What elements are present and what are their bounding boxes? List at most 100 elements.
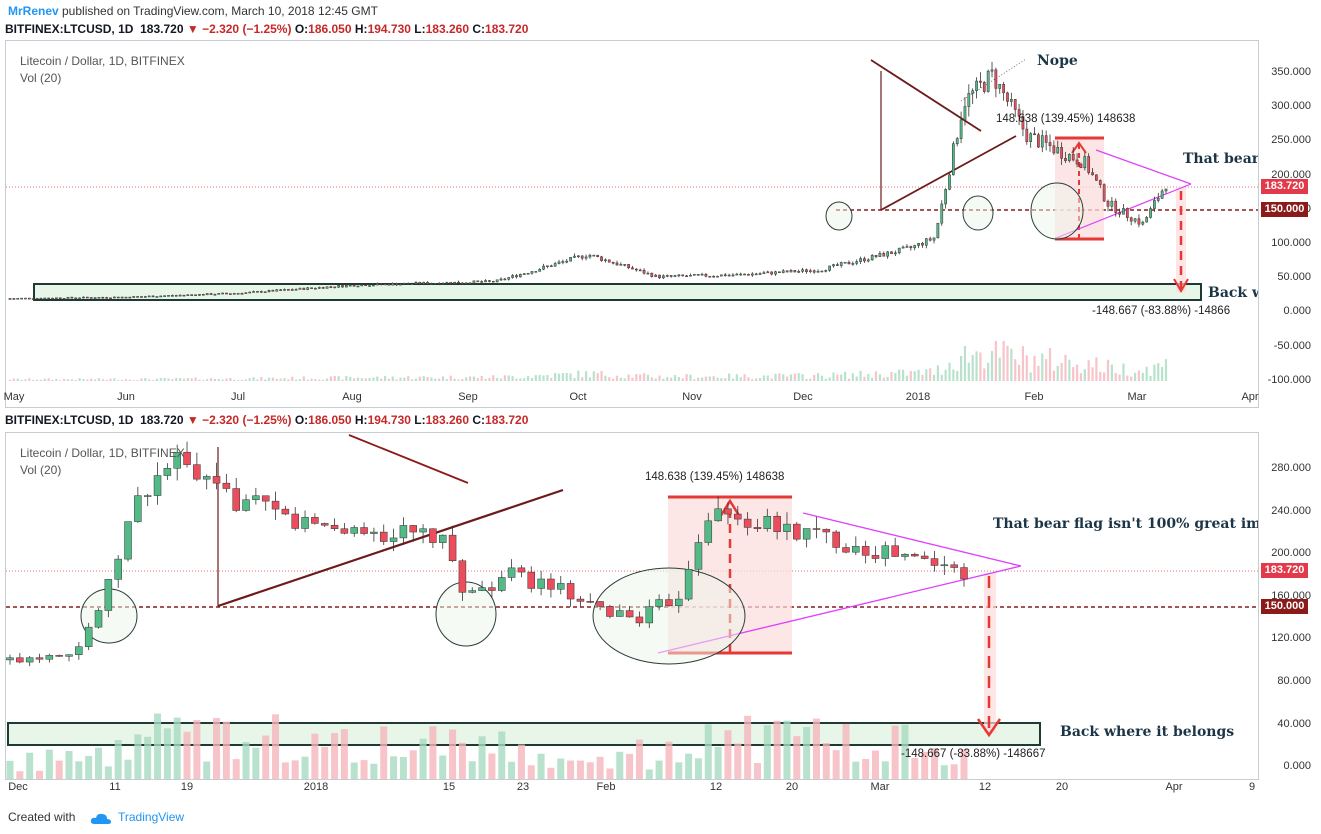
volume-bar	[1083, 369, 1086, 381]
chart-panel-top[interactable]: Litecoin / Dollar, 1D, BITFINEX Vol (20)…	[5, 40, 1259, 408]
candle	[724, 508, 732, 515]
volume-bar	[488, 377, 491, 381]
volume-bar	[387, 378, 390, 381]
candle	[283, 289, 286, 291]
candle	[871, 555, 880, 559]
volume-bar	[1072, 367, 1075, 381]
volume-bar	[655, 760, 663, 779]
chart-panel-bottom[interactable]: Litecoin / Dollar, 1D, BITFINEX Vol (20)…	[5, 432, 1259, 780]
volume-bar	[429, 726, 437, 779]
volume-bar	[801, 374, 804, 381]
candle	[1029, 133, 1033, 143]
candle	[256, 291, 259, 293]
x-tick-label: Oct	[569, 391, 587, 403]
candle	[74, 297, 78, 300]
volume-bar	[932, 374, 936, 381]
candle	[350, 527, 358, 534]
price-scale-top[interactable]: 350.000 300.000 250.000 200.000 150.000 100.0…	[1258, 40, 1319, 406]
candle	[419, 528, 427, 533]
volume-bar	[842, 723, 850, 779]
volume-bar	[747, 377, 750, 381]
volume-bar	[322, 379, 325, 381]
candle	[940, 564, 949, 567]
volume-bar	[967, 362, 970, 381]
candle	[708, 275, 712, 278]
volume-bar	[766, 375, 769, 381]
volume-bar	[256, 379, 259, 381]
candle	[370, 531, 378, 534]
candle	[93, 297, 97, 300]
volume-bar	[783, 720, 791, 779]
y-tick-label: -100.000	[1267, 373, 1311, 386]
candle	[913, 245, 917, 249]
candle	[16, 298, 20, 300]
candle	[901, 553, 909, 557]
volume-bar	[822, 743, 830, 779]
candle	[517, 567, 526, 573]
volume-bar	[419, 738, 427, 779]
candle	[136, 296, 139, 298]
candle	[109, 297, 112, 300]
candle	[198, 294, 201, 296]
price-scale-bottom[interactable]: 280.000 240.000 200.000 160.000 120.000 80.00…	[1258, 432, 1319, 778]
author-link[interactable]: MrRenev	[8, 4, 59, 18]
candle	[955, 138, 959, 144]
candle	[66, 296, 70, 299]
low-value: 183.260	[425, 413, 470, 427]
volume-bar	[16, 378, 19, 381]
volume-bar	[1145, 366, 1148, 381]
candle	[553, 263, 557, 267]
annotation-nope: Nope	[1037, 53, 1078, 69]
volume-bar	[352, 378, 356, 381]
candle	[665, 599, 673, 607]
candle	[70, 296, 74, 299]
candle	[874, 255, 878, 257]
volume-bar	[422, 376, 425, 381]
bottom-chart-svg[interactable]	[6, 433, 1258, 779]
volume-bar	[70, 379, 73, 381]
volume-bar	[1133, 372, 1137, 381]
candle	[414, 282, 418, 284]
candle	[812, 270, 816, 273]
volume-bar	[203, 761, 211, 779]
candle	[503, 278, 507, 281]
volume-bar	[762, 375, 766, 381]
candle	[116, 296, 120, 299]
volume-bar	[1110, 364, 1113, 381]
top-chart-svg[interactable]	[6, 41, 1258, 407]
level-tag-bottom: 150.000	[1261, 599, 1308, 614]
candle	[101, 297, 105, 299]
candle	[167, 295, 170, 297]
candle	[242, 499, 250, 511]
candle	[294, 289, 298, 291]
volume-bar	[557, 373, 561, 381]
candle	[808, 270, 812, 273]
volume-bar	[793, 736, 801, 779]
volume-bar	[1029, 372, 1032, 381]
measure-up-bottom: 148.638 (139.45%) 148638	[645, 471, 785, 483]
candle	[638, 269, 642, 272]
volume-bar	[859, 370, 862, 381]
volume-bar	[867, 373, 870, 381]
volume-bar	[1060, 362, 1063, 381]
volume-bar	[929, 368, 932, 381]
candle	[457, 281, 460, 284]
volume-bar	[179, 378, 182, 381]
candle	[569, 257, 572, 262]
volume-bar	[1141, 372, 1144, 381]
candle	[89, 297, 93, 299]
candle	[971, 90, 975, 94]
volume-bar	[151, 380, 155, 381]
candle	[16, 657, 24, 663]
candle	[669, 275, 673, 277]
candle	[1060, 147, 1063, 159]
open-value: 186.050	[308, 413, 352, 427]
volume-bar	[349, 376, 352, 381]
x-tick-label: Dec	[8, 781, 28, 793]
volume-bar	[631, 377, 634, 381]
candle	[566, 583, 575, 600]
tradingview-link[interactable]: TradingView	[118, 810, 185, 824]
volume-bar	[697, 377, 700, 381]
volume-bar	[871, 750, 879, 779]
candle	[842, 547, 850, 553]
